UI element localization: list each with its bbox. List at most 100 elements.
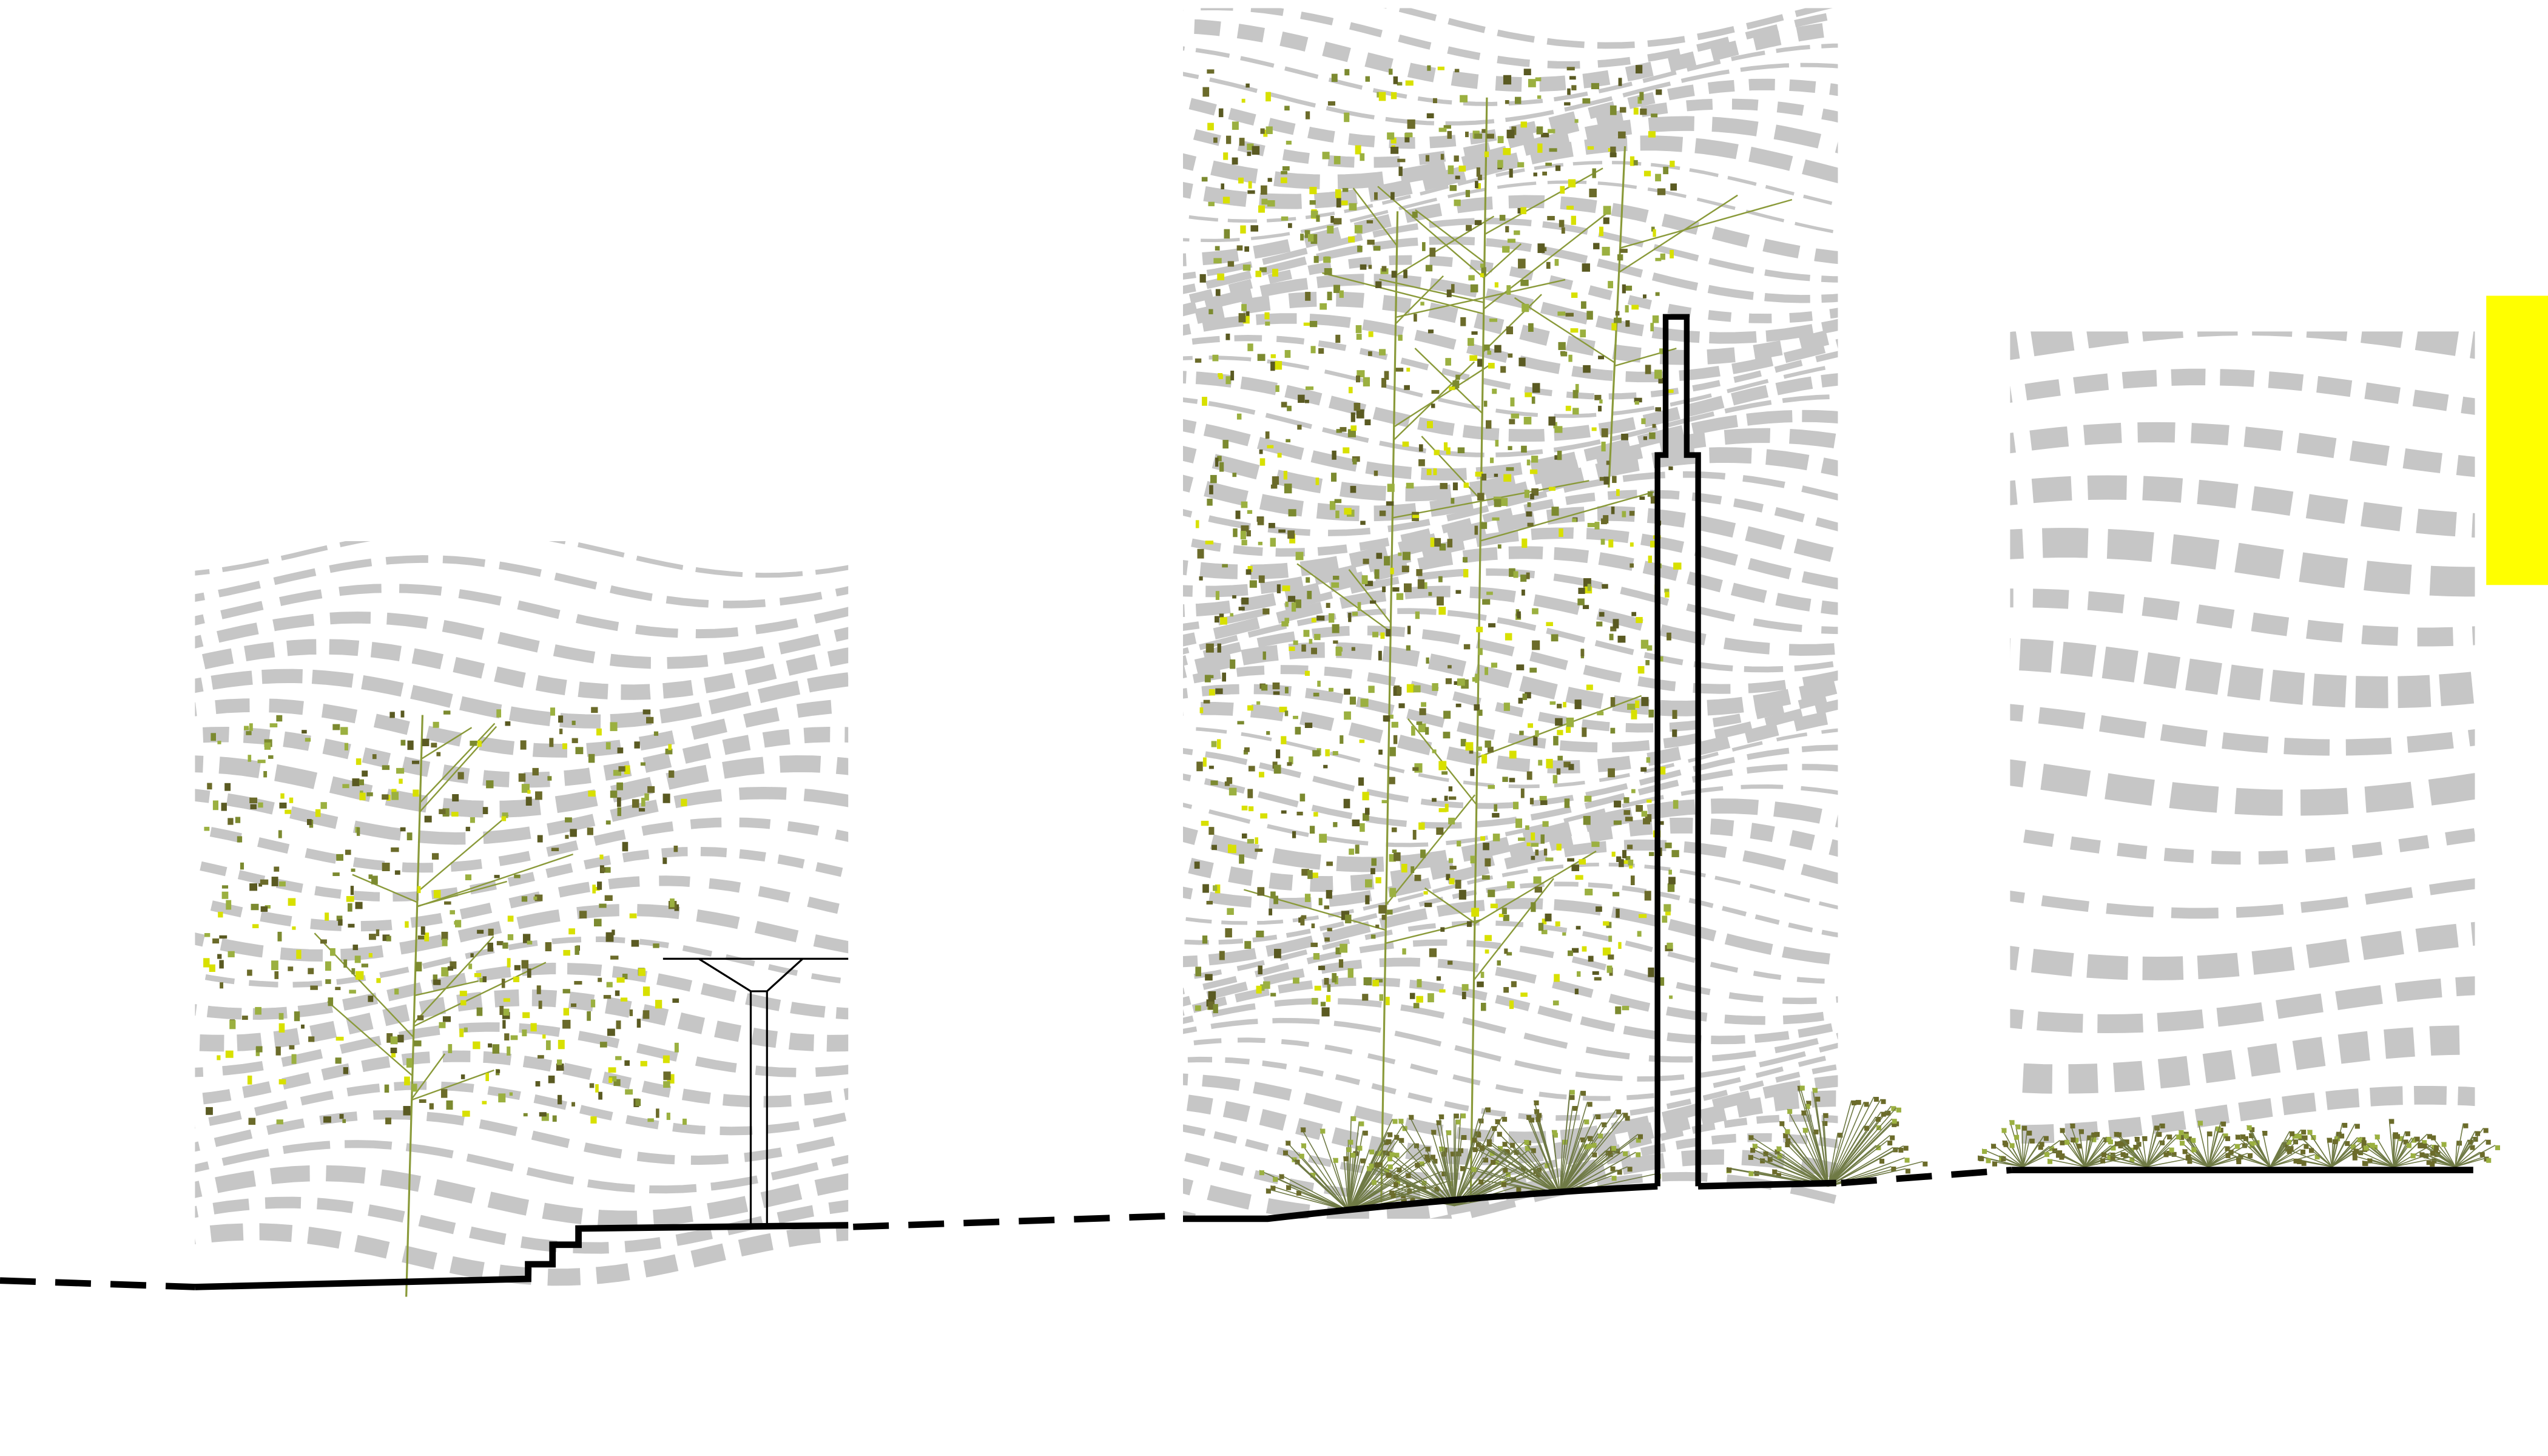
leaf — [368, 996, 374, 1002]
leaf — [1617, 1170, 1622, 1175]
leaf — [1500, 366, 1506, 373]
leaf — [1320, 1002, 1326, 1006]
leaf — [1219, 613, 1224, 618]
leaf — [1406, 1173, 1411, 1178]
leaf — [1625, 285, 1633, 291]
tree-branch — [1395, 275, 1444, 325]
leaf — [592, 885, 596, 894]
texture-band — [1182, 62, 1838, 126]
leaf — [1552, 775, 1558, 784]
leaf — [1331, 582, 1340, 588]
leaf — [552, 1115, 557, 1122]
shrub-stem — [1827, 1147, 1893, 1187]
leaf — [1379, 994, 1383, 1001]
leaf — [2432, 1158, 2437, 1164]
leaf — [1415, 611, 1420, 619]
leaf — [1748, 1171, 1754, 1176]
leaf — [450, 910, 455, 915]
leaf — [542, 1034, 546, 1039]
leaf — [507, 958, 511, 968]
shrub-stem — [1827, 1133, 1839, 1187]
leaf — [1602, 584, 1608, 589]
leaf — [280, 793, 285, 799]
leaf — [1407, 625, 1411, 635]
leaf — [347, 903, 352, 912]
leaf — [1282, 585, 1290, 592]
leaf — [1205, 974, 1213, 981]
leaf — [1273, 764, 1281, 774]
leaf — [1420, 849, 1426, 858]
leaf — [2092, 1132, 2097, 1138]
shrub-stem — [1799, 1085, 1829, 1187]
leaf — [1305, 292, 1311, 301]
leaf — [1535, 1117, 1541, 1122]
leaf — [1225, 333, 1230, 340]
leaf — [521, 896, 528, 902]
leaf — [462, 1110, 470, 1117]
leaf — [1406, 368, 1410, 372]
shrub-stem — [1828, 1168, 1906, 1187]
leaf — [1639, 92, 1644, 101]
leaf — [1236, 245, 1243, 251]
leaf — [1534, 1100, 1539, 1105]
leaf — [1507, 881, 1515, 889]
leaf — [276, 715, 283, 722]
shrub-stem — [1981, 1148, 2024, 1167]
leaf — [368, 874, 373, 879]
leaf — [1625, 856, 1631, 861]
leaf — [1329, 613, 1335, 623]
leaf — [1389, 854, 1396, 862]
leaf — [1608, 954, 1614, 960]
leaf — [1823, 1113, 1828, 1118]
leaf — [1503, 986, 1509, 993]
leaf — [1356, 409, 1364, 419]
texture-band — [195, 1110, 849, 1165]
leaf — [597, 881, 602, 890]
leaf — [670, 898, 675, 908]
leaf — [530, 1023, 537, 1032]
leaf — [1505, 100, 1509, 104]
leaf — [556, 1059, 562, 1065]
leaf — [1310, 346, 1316, 354]
shrub-stem — [1801, 1110, 1829, 1187]
leaf — [1509, 750, 1517, 759]
leaf — [1245, 311, 1250, 318]
leaf — [1339, 290, 1344, 298]
leaf — [1777, 1153, 1782, 1159]
tree-branch — [1396, 215, 1495, 276]
leaf — [1633, 160, 1638, 166]
leaf — [1373, 470, 1378, 476]
leaf — [1384, 1168, 1389, 1173]
leaf — [1648, 131, 1656, 138]
leaf — [1267, 178, 1272, 182]
leaf — [1548, 487, 1555, 491]
leaf — [372, 754, 377, 760]
leaf — [1583, 815, 1591, 825]
leaf — [274, 866, 280, 872]
tree-branch — [1484, 167, 1603, 235]
leaf — [656, 1108, 659, 1118]
leaf — [507, 1046, 511, 1056]
leaf — [1571, 215, 1576, 225]
leaf — [1503, 1167, 1508, 1173]
leaf — [1284, 349, 1291, 358]
leaf — [1979, 1156, 1984, 1162]
leaf — [439, 1022, 446, 1028]
leaf — [2431, 1135, 2436, 1141]
leaf — [1492, 834, 1500, 841]
leaf — [1514, 1150, 1519, 1155]
leaf — [617, 747, 624, 753]
shrub-stem — [1479, 1145, 1560, 1195]
leaf — [1246, 530, 1251, 537]
leaf — [2114, 1141, 2120, 1147]
leaf — [332, 872, 340, 877]
leaf — [1409, 993, 1415, 999]
leaf — [588, 790, 596, 797]
leaf — [1332, 576, 1340, 580]
leaf — [1891, 1106, 1896, 1111]
shrub-stem — [1502, 1141, 1560, 1195]
leaf — [291, 1054, 297, 1064]
leaf — [1559, 220, 1565, 228]
leaf — [1406, 645, 1410, 651]
leaf — [1665, 842, 1672, 849]
